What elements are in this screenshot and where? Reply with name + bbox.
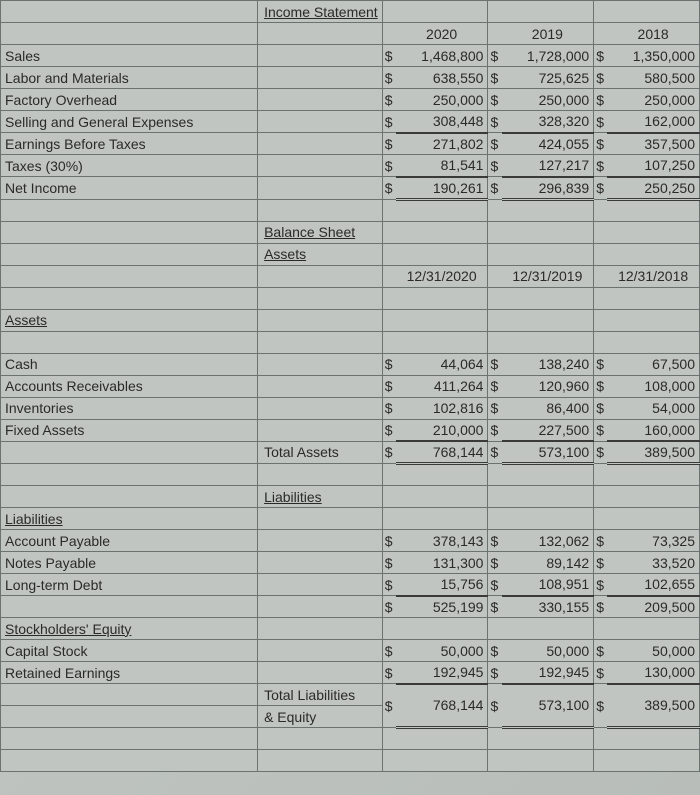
total-assets-label: Total Assets	[258, 441, 383, 464]
row-capital-stock: Capital Stock $50,000 $50,000 $50,000	[1, 640, 700, 662]
row-np: Notes Payable $131,300 $89,142 $33,520	[1, 552, 700, 574]
row-inventories: Inventories $102,816 $86,400 $54,000	[1, 397, 700, 419]
date-2020: 12/31/2020	[396, 265, 488, 287]
row-cash: Cash $44,064 $138,240 $67,500	[1, 353, 700, 375]
row-total-assets: Total Assets $768,144 $573,100 $389,500	[1, 441, 700, 464]
label-sales: Sales	[1, 45, 258, 67]
assets-subtitle: Assets	[258, 243, 383, 265]
row-ap: Account Payable $378,143 $132,062 $73,32…	[1, 530, 700, 552]
year-2019: 2019	[502, 23, 594, 45]
row-sga: Selling and General Expenses $308,448 $3…	[1, 111, 700, 133]
row-overhead: Factory Overhead $250,000 $250,000 $250,…	[1, 89, 700, 111]
date-2018: 12/31/2018	[607, 265, 699, 287]
date-2019: 12/31/2019	[502, 265, 594, 287]
income-statement-title: Income Statement	[258, 1, 383, 23]
liabilities-header: Liabilities	[1, 508, 258, 530]
row-total-le-1: Total Liabilities $768,144 $573,100 $389…	[1, 684, 700, 706]
row-retained-earnings: Retained Earnings $192,945 $192,945 $130…	[1, 662, 700, 684]
year-2018: 2018	[607, 23, 699, 45]
row-labor: Labor and Materials $638,550 $725,625 $5…	[1, 67, 700, 89]
row-fixed-assets: Fixed Assets $210,000 $227,500 $160,000	[1, 419, 700, 441]
blank-cell	[1, 1, 258, 23]
row-ebt: Earnings Before Taxes $271,802 $424,055 …	[1, 133, 700, 155]
total-le-label1: Total Liabilities	[258, 684, 383, 706]
assets-header: Assets	[1, 309, 258, 331]
liabilities-subtitle: Liabilities	[258, 486, 383, 508]
row-sales: Sales $1,468,800 $1,728,000 $1,350,000	[1, 45, 700, 67]
total-le-label2: & Equity	[258, 706, 383, 728]
balance-sheet-title: Balance Sheet	[258, 221, 383, 243]
row-netincome: Net Income $190,261 $296,839 $250,250	[1, 177, 700, 200]
spreadsheet: Income Statement 2020 2019 2018 Sales $1…	[0, 0, 700, 795]
row-ar: Accounts Receivables $411,264 $120,960 $…	[1, 375, 700, 397]
row-ltd: Long-term Debt $15,756 $108,951 $102,655	[1, 574, 700, 596]
financial-table: Income Statement 2020 2019 2018 Sales $1…	[0, 0, 700, 772]
year-2020: 2020	[396, 23, 488, 45]
row-liab-subtotal: $525,199 $330,155 $209,500	[1, 596, 700, 618]
equity-header: Stockholders' Equity	[1, 618, 258, 640]
row-taxes: Taxes (30%) $81,541 $127,217 $107,250	[1, 155, 700, 177]
